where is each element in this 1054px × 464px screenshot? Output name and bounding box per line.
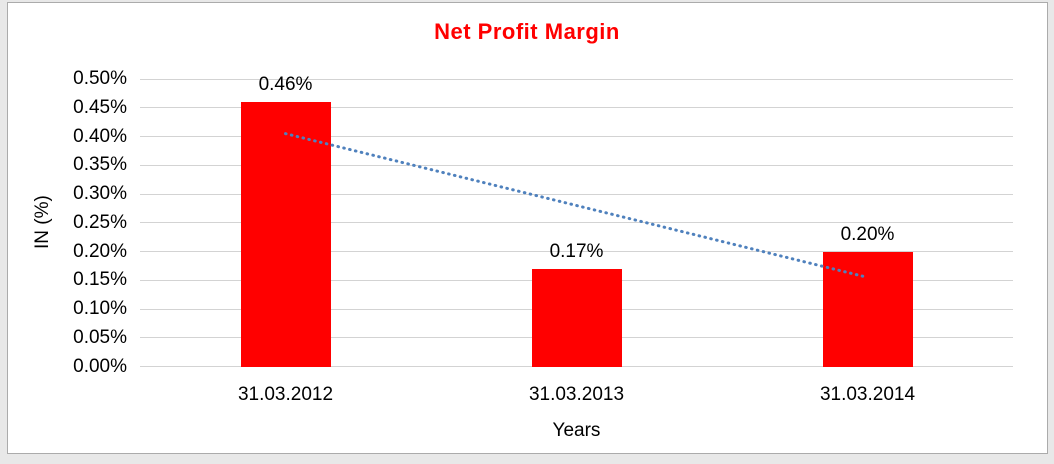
y-axis-tick-label: 0.45%	[73, 96, 127, 118]
bar-31.03.2013	[531, 268, 622, 367]
x-axis-title: Years	[552, 420, 601, 441]
chart-title: Net Profit Margin	[434, 19, 620, 44]
y-axis-tick-label: 0.40%	[73, 125, 127, 147]
y-axis-tick-label: 0.25%	[73, 211, 127, 233]
bar-data-label: 0.46%	[258, 74, 313, 95]
y-axis-tick-label: 0.35%	[73, 154, 127, 176]
gridline	[140, 78, 1013, 80]
y-axis-tick-label: 0.10%	[73, 298, 127, 319]
bar-31.03.2012	[240, 102, 331, 367]
x-axis-tick-label: 31.03.2013	[528, 384, 625, 405]
x-axis-tick-label: 31.03.2012	[237, 384, 334, 405]
x-axis-tick-label: 31.03.2014	[819, 384, 916, 405]
y-axis-tick-label: 0.50%	[73, 68, 127, 89]
bar-data-label: 0.17%	[549, 240, 604, 262]
y-axis-tick-label: 0.05%	[73, 326, 127, 348]
y-axis-tick-label: 0.20%	[73, 240, 127, 262]
y-axis-tick-label: 0.00%	[73, 355, 127, 377]
gridline	[140, 366, 1013, 367]
bar-data-label: 0.20%	[840, 223, 895, 245]
gridline	[140, 107, 1013, 109]
y-axis-tick-label: 0.30%	[73, 183, 127, 204]
bar-31.03.2014	[822, 251, 913, 367]
y-axis-tick-label: 0.15%	[73, 269, 127, 291]
